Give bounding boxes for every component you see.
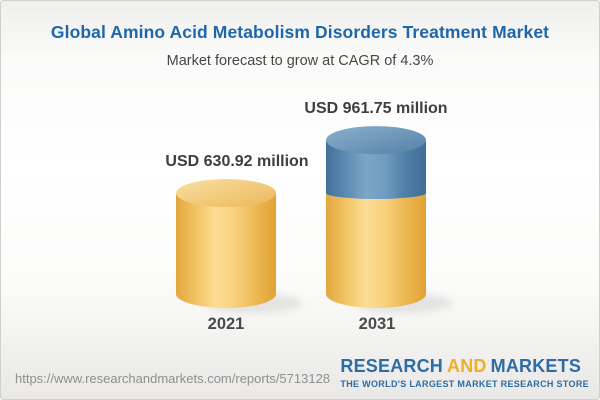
chart-title: Global Amino Acid Metabolism Disorders T…: [50, 22, 550, 42]
cylinder-top-cap: [326, 126, 426, 155]
cylinder-top-cap: [176, 179, 276, 208]
category-label-2031: 2031: [358, 315, 396, 333]
cylinder-segment-blue: [326, 140, 426, 200]
value-label-2021: USD 630.92 million: [165, 153, 309, 170]
cylinder-segment-gold: [176, 193, 276, 308]
logo-tagline: THE WORLD'S LARGEST MARKET RESEARCH STOR…: [340, 379, 589, 389]
cylinder-2031: [326, 126, 426, 308]
research-and-markets-logo: RESEARCH AND MARKETS THE WORLD'S LARGEST M…: [340, 356, 589, 389]
logo-wordmark: RESEARCH AND MARKETS: [340, 356, 589, 377]
cylinder-2021: [176, 179, 276, 308]
report-url: https://www.researchandmarkets.com/repor…: [15, 371, 331, 386]
chart-subtitle: Market forecast to grow at CAGR of 4.3%: [166, 53, 434, 69]
logo-word-research: RESEARCH: [340, 356, 444, 376]
logo-word-markets: MARKETS: [490, 356, 582, 376]
logo-word-and: AND: [447, 356, 487, 376]
category-label-2021: 2021: [207, 315, 245, 333]
cylinder-segment-gold: [326, 193, 426, 308]
value-label-2031: USD 961.75 million: [304, 100, 448, 117]
chart-header: Global Amino Acid Metabolism Disorders T…: [1, 22, 599, 69]
